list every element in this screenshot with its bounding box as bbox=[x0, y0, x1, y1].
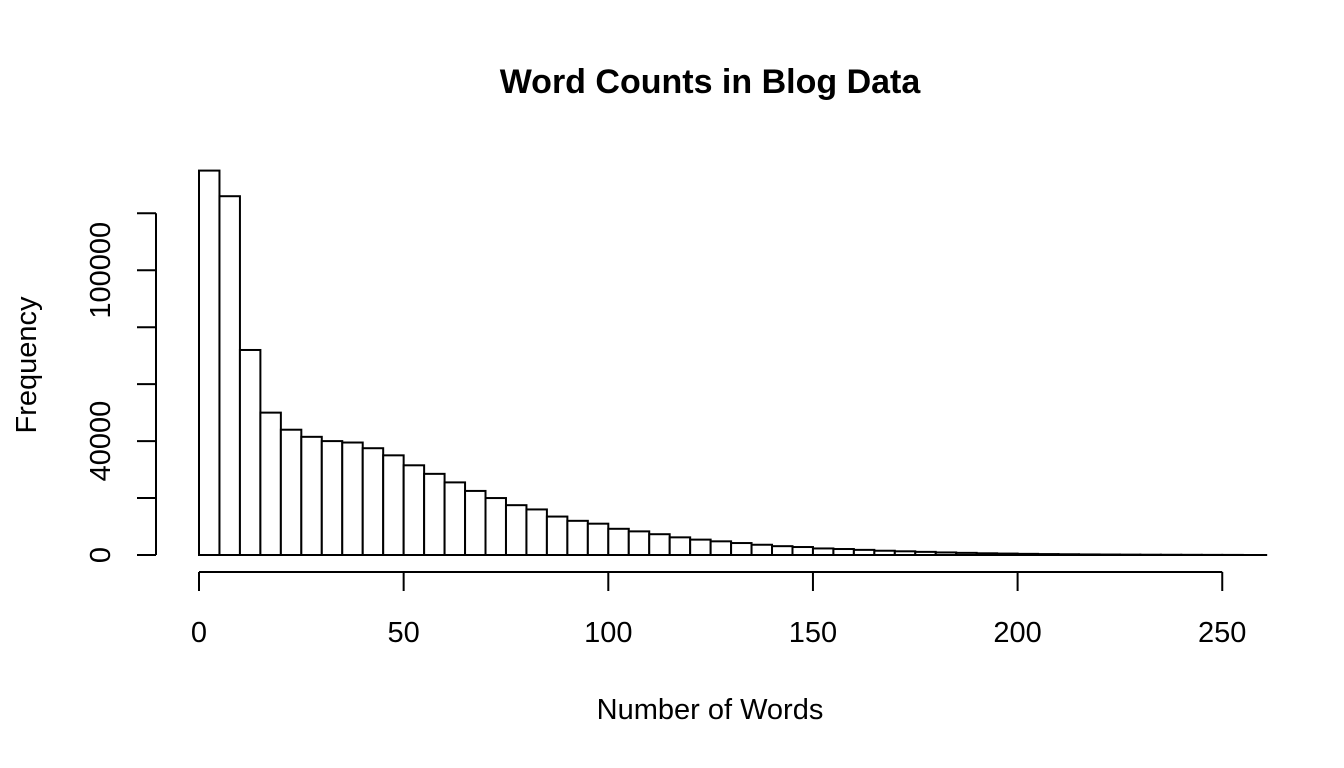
histogram-bar bbox=[627, 530, 651, 556]
x-tick-label: 100 bbox=[584, 617, 632, 649]
histogram-bar bbox=[607, 527, 630, 556]
x-tick-label: 150 bbox=[789, 617, 837, 649]
x-tick-label: 50 bbox=[388, 617, 420, 649]
histogram-bar bbox=[464, 489, 487, 556]
x-axis: 0 50 100 150 200 250 bbox=[191, 571, 1246, 649]
histogram-bar bbox=[586, 522, 610, 556]
x-axis-title: Number of Words bbox=[597, 694, 824, 726]
histogram-bar bbox=[668, 536, 692, 556]
histogram-bar bbox=[320, 440, 344, 557]
y-tick-label: 0 bbox=[85, 547, 117, 563]
y-axis-title: Frequency bbox=[11, 296, 43, 434]
x-tick-label: 250 bbox=[1198, 617, 1246, 649]
histogram-bar bbox=[648, 533, 671, 557]
histogram-bar bbox=[730, 542, 753, 556]
histogram-bar bbox=[771, 545, 794, 556]
histogram-bar bbox=[198, 169, 221, 556]
y-tick-label: 40000 bbox=[85, 401, 117, 482]
histogram-bar bbox=[750, 543, 774, 556]
histogram-bar bbox=[279, 428, 303, 556]
histogram-bar bbox=[341, 441, 364, 556]
histogram-bars bbox=[198, 169, 1268, 557]
x-tick-label: 0 bbox=[191, 617, 207, 649]
histogram-bar bbox=[443, 481, 467, 557]
histogram-bar bbox=[238, 348, 262, 557]
histogram-bar bbox=[689, 538, 712, 556]
y-axis: 0 40000 100000 bbox=[85, 212, 157, 563]
histogram-bar bbox=[218, 195, 241, 557]
histogram-bar bbox=[504, 504, 528, 557]
histogram-bar bbox=[484, 497, 507, 556]
y-tick-label: 100000 bbox=[85, 222, 117, 319]
histogram-bar bbox=[791, 546, 814, 557]
histogram-bar bbox=[300, 435, 323, 556]
chart-title: Word Counts in Blog Data bbox=[500, 63, 922, 101]
x-tick-label: 200 bbox=[993, 617, 1041, 649]
histogram-bar bbox=[259, 411, 282, 557]
histogram-bar bbox=[525, 508, 548, 557]
histogram-bar bbox=[382, 454, 405, 556]
histogram-bar bbox=[709, 540, 733, 557]
histogram-bar bbox=[402, 464, 426, 556]
histogram-bar bbox=[566, 519, 589, 557]
histogram-bar bbox=[423, 472, 446, 557]
histogram-bar bbox=[545, 515, 569, 556]
histogram-bar bbox=[361, 447, 385, 556]
